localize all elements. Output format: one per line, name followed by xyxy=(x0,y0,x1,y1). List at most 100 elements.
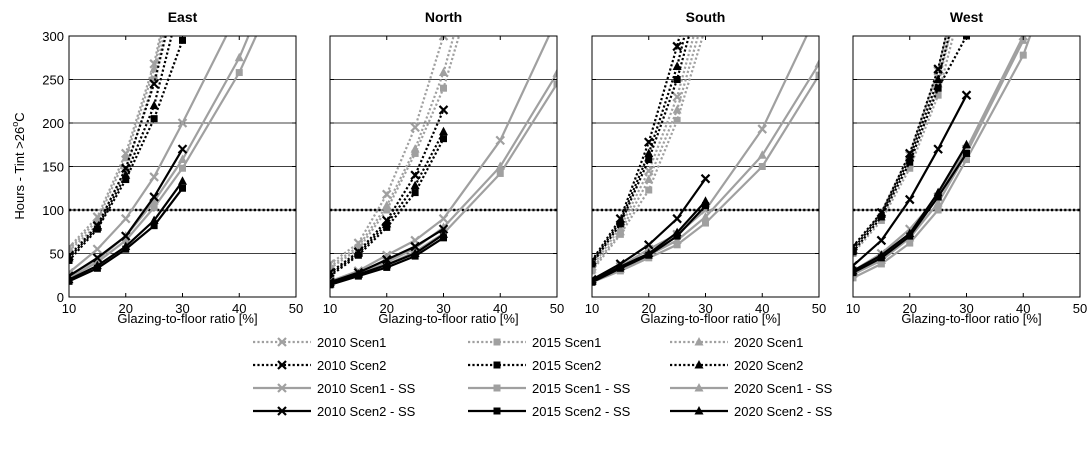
series-point xyxy=(552,68,557,77)
series-point xyxy=(353,241,363,251)
legend: 2010 Scen1 2010 Scen2 2010 Scen1 - SS 2010 … xyxy=(253,335,833,419)
series-line xyxy=(69,36,163,250)
x-tick-label: 30 xyxy=(436,301,450,316)
panel-south: South 10 20 30 40 50 Glazing-to-floor ratio [%… xyxy=(585,6,826,326)
series-point xyxy=(177,118,188,128)
series-point xyxy=(645,156,653,164)
series-point xyxy=(179,36,186,44)
series-point xyxy=(495,161,505,170)
series-point xyxy=(934,193,942,201)
series-point xyxy=(330,269,335,278)
series-point xyxy=(644,248,654,257)
series-point xyxy=(410,248,420,257)
series-point xyxy=(592,257,597,266)
series-point xyxy=(382,200,392,210)
series-line xyxy=(853,36,951,253)
series-point xyxy=(178,176,187,185)
series-point xyxy=(672,92,682,102)
x-tick-label: 30 xyxy=(698,301,712,316)
series-point xyxy=(592,276,597,285)
series-point xyxy=(962,139,971,149)
legend-marker xyxy=(277,406,287,416)
series-line xyxy=(69,36,173,259)
panel-title: West xyxy=(950,9,984,25)
y-tick-label: 150 xyxy=(42,160,64,175)
series-point xyxy=(1018,36,1029,41)
legend-marker xyxy=(277,337,287,347)
series-point xyxy=(149,172,159,182)
series-point xyxy=(815,71,819,79)
legend-label: 2020 Scen2 - SS xyxy=(734,404,833,419)
series-point xyxy=(150,115,158,123)
series-point xyxy=(92,244,103,254)
x-tick-label: 50 xyxy=(550,301,564,316)
series-group xyxy=(330,36,557,289)
series-point xyxy=(330,261,335,271)
series-point xyxy=(440,84,447,92)
series-point xyxy=(934,84,942,92)
series-point xyxy=(495,135,506,146)
x-tick-label: 40 xyxy=(232,301,246,316)
series-point xyxy=(643,240,654,250)
series-point xyxy=(149,79,159,89)
series-point xyxy=(69,244,74,253)
series-point xyxy=(330,278,335,288)
series-point xyxy=(934,91,942,99)
series-point xyxy=(439,126,448,136)
series-point xyxy=(963,149,970,157)
legend-label: 2010 Scen2 - SS xyxy=(317,404,416,419)
legend-entry: 2015 Scen1 - SS xyxy=(468,381,631,396)
y-axis-label-main: Hours - Tint >26 xyxy=(12,127,27,220)
series-point xyxy=(122,176,130,184)
legend-label: 2010 Scen1 xyxy=(317,335,386,350)
legend-entry: 2020 Scen2 xyxy=(670,358,803,373)
legend-entry: 2020 Scen1 xyxy=(670,335,803,350)
series-point xyxy=(438,105,449,115)
legend-label: 2015 Scen1 - SS xyxy=(532,381,631,396)
series-point xyxy=(410,144,420,153)
legend-entry: 2015 Scen2 - SS xyxy=(468,404,631,419)
series-point xyxy=(411,149,419,157)
series-point xyxy=(382,218,392,228)
legend-marker xyxy=(277,383,287,393)
series-point xyxy=(438,213,449,224)
series-point xyxy=(672,104,682,114)
series-line xyxy=(330,109,445,274)
series-point xyxy=(234,52,244,62)
series-point xyxy=(906,158,914,166)
y-tick-label: 250 xyxy=(42,73,64,88)
series-point xyxy=(853,265,858,275)
legend-marker xyxy=(694,360,704,369)
series-line xyxy=(330,36,461,270)
series-group xyxy=(592,6,823,286)
series-point xyxy=(672,213,682,224)
series-point xyxy=(672,41,682,52)
legend-marker xyxy=(493,361,501,369)
series-point xyxy=(933,198,943,207)
panel-title: South xyxy=(686,9,726,25)
series-point xyxy=(178,154,187,164)
series-point xyxy=(439,222,448,231)
legend-label: 2015 Scen2 xyxy=(532,358,601,373)
series-line xyxy=(853,36,951,250)
legend-entry: 2010 Scen2 - SS xyxy=(253,404,416,419)
series-point xyxy=(353,269,363,278)
x-tick-label: 50 xyxy=(812,301,826,316)
series-point xyxy=(496,169,504,177)
series-point xyxy=(673,76,681,83)
series-point xyxy=(615,226,625,236)
legend-entry: 2010 Scen2 xyxy=(253,358,386,373)
legend-label: 2020 Scen1 xyxy=(734,335,803,350)
series-point xyxy=(179,184,186,192)
series-line xyxy=(330,36,445,265)
series-point xyxy=(815,6,823,14)
series-point xyxy=(673,241,681,249)
series-point xyxy=(439,229,448,238)
series-point xyxy=(876,250,886,259)
x-tick-label: 50 xyxy=(289,301,303,316)
x-tick-label: 40 xyxy=(755,301,769,316)
series-point xyxy=(179,164,186,172)
x-tick-label: 50 xyxy=(1073,301,1087,316)
y-axis-label: Hours - Tint >26oC xyxy=(10,112,27,219)
series-point xyxy=(235,6,243,14)
